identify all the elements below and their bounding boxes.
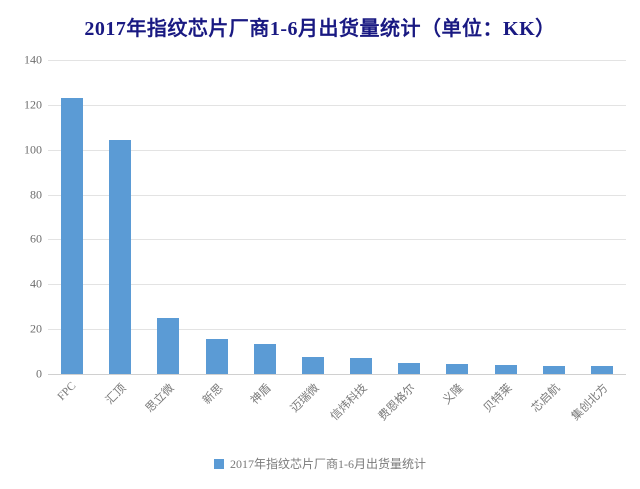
- gridline: [48, 374, 626, 375]
- x-axis-tick-label: 义隆: [441, 382, 467, 407]
- bar-slot: [337, 60, 385, 374]
- y-axis-tick-label: 120: [24, 97, 42, 112]
- legend-label: 2017年指纹芯片厂商1-6月出货量统计: [230, 457, 426, 471]
- bar-slot: [96, 60, 144, 374]
- bar[interactable]: [253, 343, 276, 374]
- x-axis-tick-label: 集创北方: [569, 382, 611, 424]
- y-axis-tick-label: 60: [30, 231, 42, 246]
- x-axis-tick-label: 费恩格尔: [376, 382, 418, 424]
- legend-swatch-icon: [214, 458, 224, 469]
- bar[interactable]: [109, 139, 132, 374]
- x-axis-tick-label: 芯启航: [529, 382, 563, 416]
- gridline: [48, 284, 626, 286]
- gridline: [48, 60, 626, 61]
- bar[interactable]: [494, 365, 517, 374]
- x-axis-tick-label: 神盾: [248, 382, 274, 407]
- bar[interactable]: [205, 339, 228, 374]
- bar[interactable]: [398, 362, 421, 374]
- y-axis-tick-label: 140: [24, 52, 42, 67]
- bar[interactable]: [542, 366, 565, 374]
- gridline: [48, 149, 626, 151]
- y-axis-tick-label: 80: [30, 187, 42, 202]
- gridline: [48, 104, 626, 106]
- bar-slot: [48, 60, 96, 374]
- bar-slot: [289, 60, 337, 374]
- bar-slot: [433, 60, 481, 374]
- bar[interactable]: [350, 358, 373, 374]
- chart-title: 2017年指纹芯片厂商1-6月出货量统计（单位：KK）: [84, 18, 556, 40]
- x-axis-tick-label: 贝特莱: [481, 382, 515, 416]
- x-axis-tick-label: FPC: [55, 380, 79, 403]
- bar-slot: [193, 60, 241, 374]
- bars-layer: [48, 60, 626, 374]
- x-axis-tick-label: 新思: [200, 382, 226, 407]
- y-axis-tick-label: 20: [30, 321, 42, 336]
- x-axis-tick-label: 汇顶: [104, 382, 129, 407]
- bar-slot: [578, 60, 626, 374]
- bar-slot: [385, 60, 433, 374]
- gridline: [48, 329, 626, 331]
- y-axis-tick-label: 40: [30, 276, 42, 291]
- gridline: [48, 194, 626, 196]
- bar-slot: [144, 60, 192, 374]
- bar[interactable]: [157, 317, 180, 374]
- y-axis-tick-label: 0: [36, 366, 42, 381]
- bar[interactable]: [61, 98, 84, 374]
- x-axis-tick-label: 思立微: [144, 382, 178, 416]
- x-axis-tick-label: 信炜科技: [328, 382, 370, 424]
- chart-legend: 2017年指纹芯片厂商1-6月出货量统计: [0, 455, 640, 472]
- bar-slot: [241, 60, 289, 374]
- x-axis: FPC 汇顶 思立微 新思 神盾 迈瑞微 信炜科技 费恩格尔 义隆 贝特莱 芯启航 集创北方: [48, 376, 626, 446]
- bar-slot: [482, 60, 530, 374]
- bar[interactable]: [590, 366, 613, 374]
- y-axis-tick-label: 100: [24, 142, 42, 157]
- bar[interactable]: [301, 357, 324, 374]
- bar-slot: [530, 60, 578, 374]
- gridline: [48, 239, 626, 241]
- bar[interactable]: [446, 363, 469, 374]
- plot-area: [48, 60, 626, 375]
- x-axis-tick-label: 迈瑞微: [288, 382, 322, 416]
